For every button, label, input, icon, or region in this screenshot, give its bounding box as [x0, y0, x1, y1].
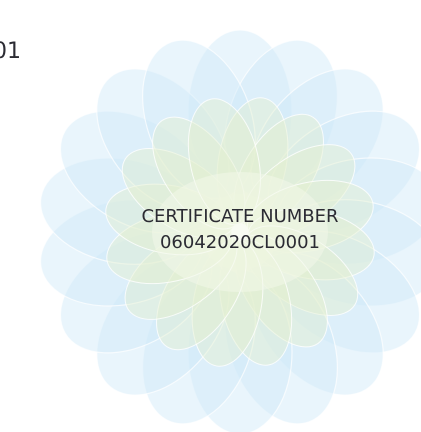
rosette — [32, 24, 421, 432]
certificate-seal: 01 CERTIFICATE NUMBER 06042020CL0001 — [0, 0, 421, 432]
page: 01 CERTIFICATE NUMBER 06042020CL0001 (()… — [0, 0, 421, 432]
seal-title: CERTIFICATE NUMBER — [141, 206, 338, 227]
seal-number: 06042020CL0001 — [160, 232, 320, 253]
corner-text: 01 — [0, 39, 21, 64]
